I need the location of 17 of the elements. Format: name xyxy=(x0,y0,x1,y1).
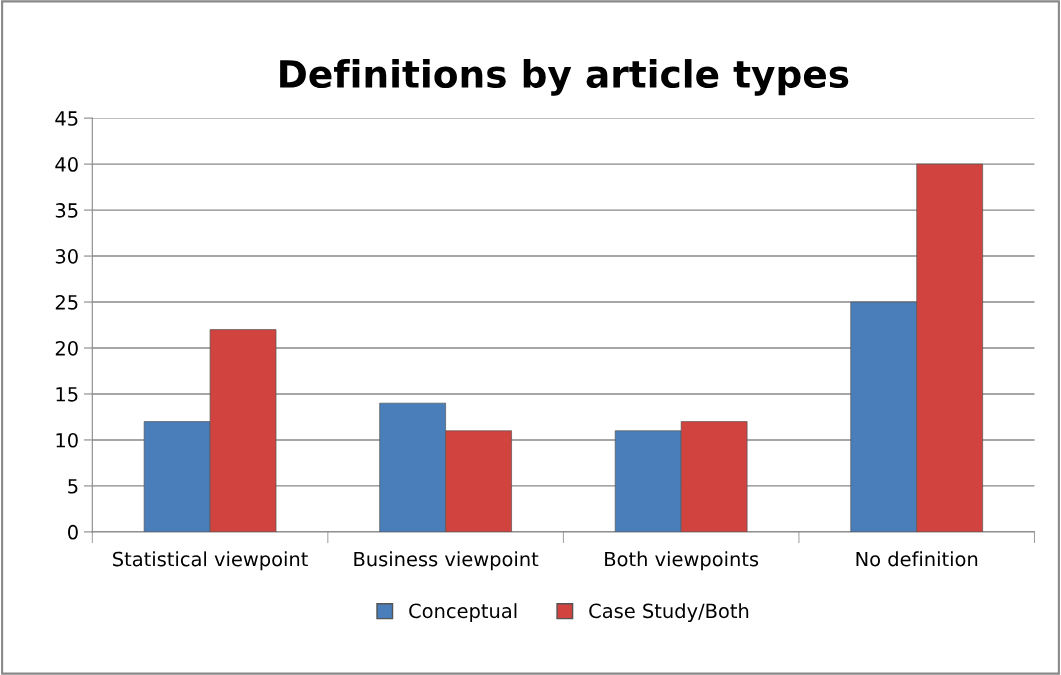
y-tick-label: 20 xyxy=(55,340,78,356)
y-tick-label: 25 xyxy=(55,294,78,310)
y-tick-label: 15 xyxy=(56,387,78,402)
x-tick-label: Statistical viewpoint xyxy=(113,551,308,571)
x-tick-label: No definition xyxy=(856,551,978,567)
y-tick-label: 40 xyxy=(55,157,78,172)
y-tick-label: 5 xyxy=(68,479,78,494)
y-tick-label: 35 xyxy=(55,203,78,218)
y-tick-label: 30 xyxy=(55,249,78,264)
y-tick-label: 45 xyxy=(55,111,78,126)
x-tick-label: Both viewpoints xyxy=(605,551,759,571)
legend-label: Case Study/Both xyxy=(589,603,749,623)
y-tick-label: 0 xyxy=(68,524,78,540)
y-tick-label: 10 xyxy=(56,432,78,448)
x-tick-label: Business viewpoint xyxy=(354,551,539,571)
legend-label: Conceptual xyxy=(409,603,517,623)
chart-title: Definitions by article types xyxy=(280,59,849,96)
